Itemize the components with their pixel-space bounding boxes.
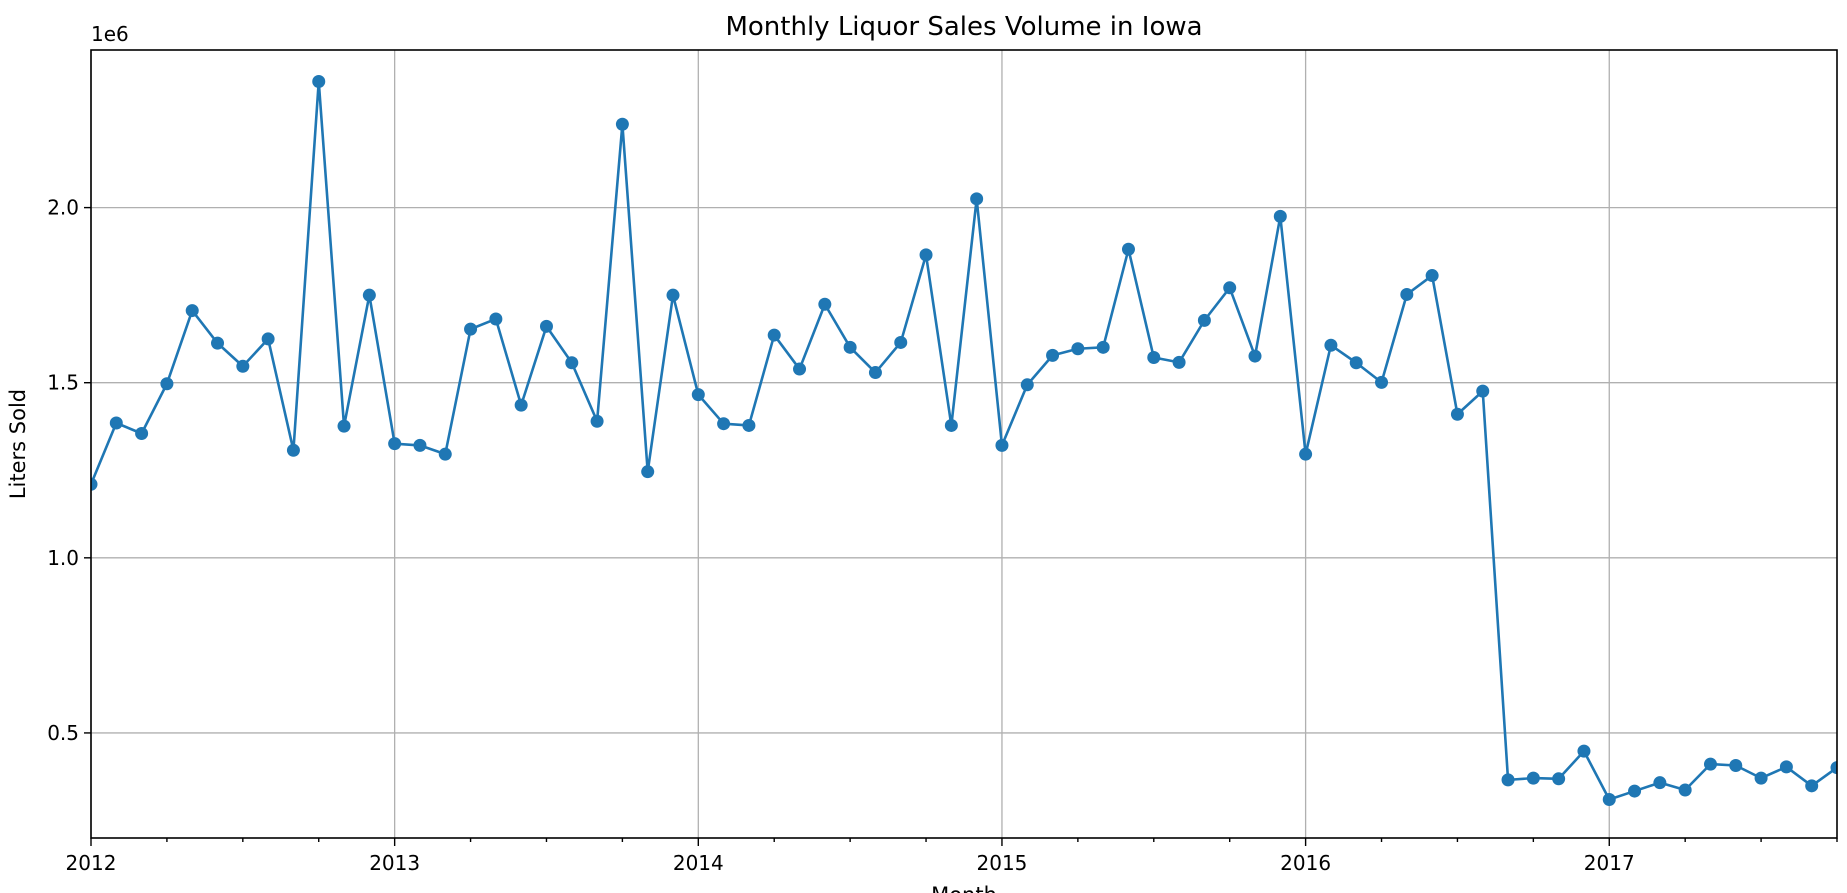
data-point (1046, 348, 1060, 362)
data-point (1273, 209, 1287, 223)
data-point (742, 418, 756, 432)
data-point (1349, 356, 1363, 370)
y-tick-label: 2.0 (47, 196, 79, 220)
data-point (1324, 338, 1338, 352)
data-point (767, 328, 781, 342)
data-point (337, 419, 351, 433)
data-point (1223, 281, 1237, 295)
data-point (286, 443, 300, 457)
data-point (1299, 447, 1313, 461)
data-point (1628, 784, 1642, 798)
chart-title: Monthly Liquor Sales Volume in Iowa (725, 12, 1202, 42)
data-point (1577, 744, 1591, 758)
data-point (641, 465, 655, 479)
data-point (1400, 287, 1414, 301)
series-layer (91, 75, 1837, 806)
plot-frame (90, 49, 1838, 839)
data-point (312, 75, 326, 89)
data-point (717, 417, 731, 431)
data-point (1071, 342, 1085, 356)
data-point (1020, 378, 1034, 392)
data-point (109, 416, 123, 430)
data-point (1248, 349, 1262, 363)
grid-layer (90, 50, 1837, 838)
data-point (1805, 779, 1819, 793)
data-point (894, 335, 908, 349)
data-point (135, 426, 149, 440)
data-point (91, 477, 98, 491)
data-point (995, 438, 1009, 452)
data-point (362, 288, 376, 302)
data-point (388, 437, 402, 451)
data-point (160, 377, 174, 391)
data-point (919, 248, 933, 262)
data-point (1501, 773, 1515, 787)
x-tick-label: 2014 (673, 851, 724, 875)
x-axis-label: Month (931, 883, 997, 893)
data-point (464, 322, 478, 336)
data-point (1653, 776, 1667, 790)
tick-layer: 0.5 1.0 1.5 2.0 2012 2013 2014 2015 2016 2017 (47, 196, 1838, 875)
data-point (818, 297, 832, 311)
y-axis-label: Liters Sold (6, 389, 30, 499)
x-tick-label: 2013 (369, 851, 420, 875)
data-point (413, 438, 427, 452)
data-point (1375, 375, 1389, 389)
y-tick-label: 0.5 (47, 721, 79, 745)
data-point (868, 366, 882, 380)
data-point (1096, 340, 1110, 354)
data-point (666, 288, 680, 302)
data-point (615, 117, 629, 131)
y-tick-label: 1.0 (47, 546, 79, 570)
y-offset-label: 1e6 (91, 22, 129, 46)
data-point (691, 388, 705, 402)
data-point (1147, 351, 1161, 364)
data-point (211, 336, 225, 350)
x-tick-label: 2017 (1584, 851, 1635, 875)
data-point (489, 312, 503, 326)
data-point (565, 356, 579, 370)
x-tick-label: 2016 (1280, 851, 1331, 875)
x-tick-label: 2015 (977, 851, 1028, 875)
data-point (1197, 313, 1211, 327)
data-point (1450, 407, 1464, 421)
data-point (438, 447, 452, 461)
data-point (1754, 771, 1768, 785)
data-point (236, 359, 250, 373)
data-point (261, 332, 275, 346)
data-point (1830, 761, 1837, 775)
data-point (1779, 760, 1793, 774)
data-point (843, 340, 857, 354)
data-point (590, 414, 604, 428)
series-line (91, 80, 1837, 801)
data-point (1121, 242, 1135, 256)
data-point (944, 418, 958, 432)
data-point (1729, 759, 1743, 772)
y-tick-label: 1.5 (47, 371, 79, 395)
data-point (793, 362, 807, 376)
data-point (1526, 771, 1540, 785)
data-point (1602, 792, 1616, 806)
data-point (1425, 269, 1439, 283)
x-tick-label: 2012 (66, 851, 117, 875)
data-point (514, 398, 528, 412)
data-point (539, 319, 553, 333)
series-group (91, 75, 1837, 806)
data-point (185, 304, 199, 318)
data-point (1552, 772, 1566, 786)
data-point (970, 192, 984, 206)
data-point (1678, 783, 1692, 797)
data-point (1703, 757, 1717, 771)
data-point (1476, 384, 1490, 398)
data-point (1172, 355, 1186, 369)
